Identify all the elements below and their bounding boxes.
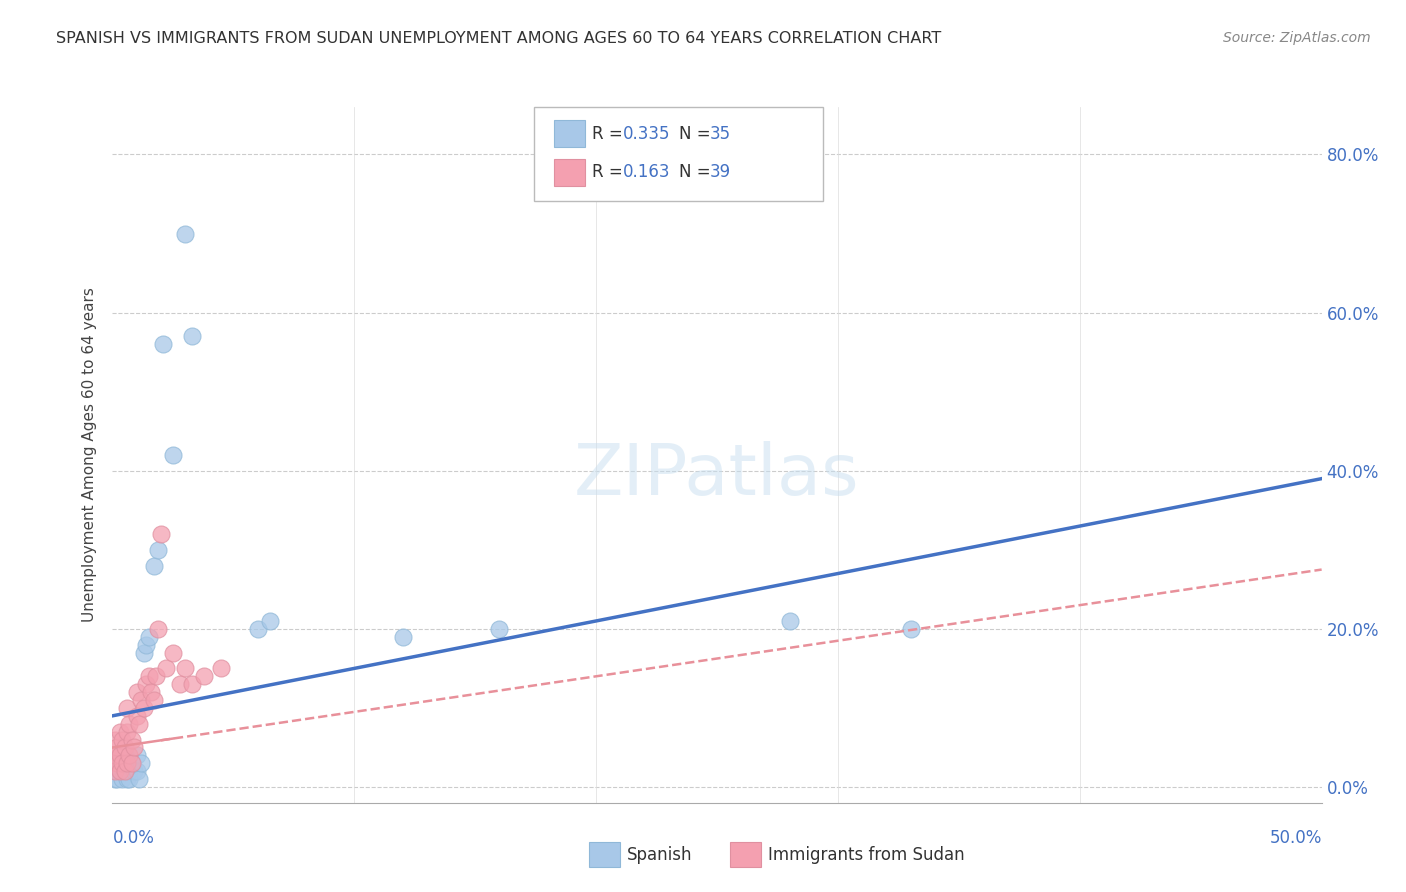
Point <box>162 448 184 462</box>
Text: 39: 39 <box>710 163 731 181</box>
Text: Immigrants from Sudan: Immigrants from Sudan <box>768 846 965 863</box>
Point <box>111 756 134 771</box>
Point <box>105 740 128 755</box>
Point <box>111 772 134 786</box>
Point <box>108 764 131 779</box>
Point <box>779 614 801 628</box>
Point <box>108 748 131 763</box>
Point <box>142 558 165 573</box>
Point <box>128 716 150 731</box>
Point <box>246 622 269 636</box>
Point <box>121 732 143 747</box>
Point <box>132 646 155 660</box>
Point <box>128 772 150 786</box>
Point <box>104 748 127 763</box>
Point <box>105 756 128 771</box>
Point <box>900 622 922 636</box>
Text: R =: R = <box>592 125 628 143</box>
Point <box>111 732 134 747</box>
Y-axis label: Unemployment Among Ages 60 to 64 years: Unemployment Among Ages 60 to 64 years <box>82 287 97 623</box>
Point <box>135 638 157 652</box>
Text: 50.0%: 50.0% <box>1270 829 1322 847</box>
Point <box>131 756 153 771</box>
Point <box>122 764 145 779</box>
Text: 0.0%: 0.0% <box>112 829 155 847</box>
Point <box>149 527 172 541</box>
Point <box>115 701 138 715</box>
Point <box>111 756 134 771</box>
Point <box>122 740 145 755</box>
Point <box>115 724 138 739</box>
Point <box>114 740 136 755</box>
Point <box>114 748 136 763</box>
Point <box>152 337 174 351</box>
Point <box>155 661 177 675</box>
Point <box>105 772 128 786</box>
Point <box>108 764 131 779</box>
Point <box>125 685 148 699</box>
Point <box>104 772 127 786</box>
Text: R =: R = <box>592 163 628 181</box>
Point <box>108 748 131 763</box>
Point <box>104 732 127 747</box>
Point <box>181 677 204 691</box>
Point <box>174 227 197 241</box>
Point <box>125 748 148 763</box>
Point <box>169 677 191 691</box>
Point <box>142 693 165 707</box>
Point <box>125 764 148 779</box>
Point <box>115 756 138 771</box>
Point <box>135 677 157 691</box>
Point <box>162 646 184 660</box>
Point <box>138 630 160 644</box>
Text: 0.163: 0.163 <box>623 163 671 181</box>
Point <box>138 669 160 683</box>
Point <box>104 764 127 779</box>
Text: Spanish: Spanish <box>627 846 693 863</box>
Point <box>115 756 138 771</box>
Point <box>105 756 128 771</box>
Point <box>114 764 136 779</box>
Text: SPANISH VS IMMIGRANTS FROM SUDAN UNEMPLOYMENT AMONG AGES 60 TO 64 YEARS CORRELAT: SPANISH VS IMMIGRANTS FROM SUDAN UNEMPLO… <box>56 31 942 46</box>
Point <box>259 614 281 628</box>
Point <box>118 716 141 731</box>
Point <box>148 542 170 557</box>
Point <box>174 661 197 675</box>
Point <box>118 764 141 779</box>
Point <box>115 772 138 786</box>
Point <box>193 669 215 683</box>
Point <box>118 772 141 786</box>
Text: ZIPatlas: ZIPatlas <box>574 442 860 510</box>
Point <box>121 756 143 771</box>
Text: 0.335: 0.335 <box>623 125 671 143</box>
Point <box>488 622 510 636</box>
Point <box>108 724 131 739</box>
Point <box>104 764 127 779</box>
Point <box>209 661 232 675</box>
Point <box>141 685 163 699</box>
Text: N =: N = <box>679 163 716 181</box>
Point <box>148 622 170 636</box>
Point <box>391 630 413 644</box>
Point <box>181 329 204 343</box>
Point <box>114 764 136 779</box>
Text: N =: N = <box>679 125 716 143</box>
Point <box>131 693 153 707</box>
Text: 35: 35 <box>710 125 731 143</box>
Point <box>121 756 143 771</box>
Point <box>145 669 167 683</box>
Point <box>132 701 155 715</box>
Point <box>118 748 141 763</box>
Text: Source: ZipAtlas.com: Source: ZipAtlas.com <box>1223 31 1371 45</box>
Point <box>125 708 148 723</box>
